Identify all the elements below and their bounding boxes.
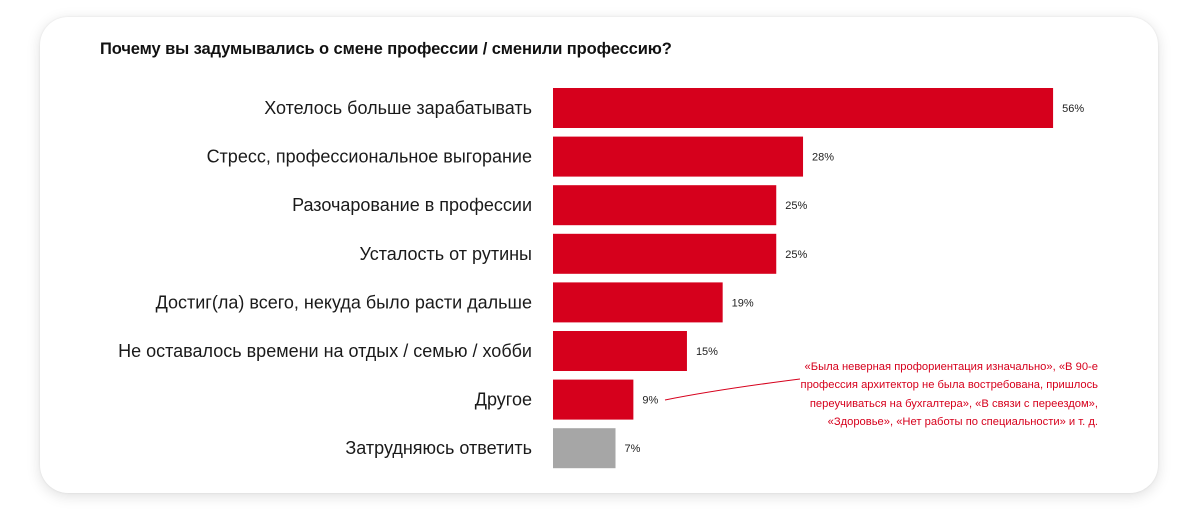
bar <box>553 185 777 226</box>
bar <box>553 428 616 469</box>
chart-title: Почему вы задумывались о смене профессии… <box>100 40 672 58</box>
category-label: Стресс, профессиональное выгорание <box>207 147 532 167</box>
value-label: 25% <box>785 249 807 261</box>
bar <box>553 233 777 274</box>
value-label: 19% <box>732 297 754 309</box>
bar <box>553 282 723 323</box>
category-label: Достиг(ла) всего, некуда было расти даль… <box>156 292 532 312</box>
category-label: Разочарование в профессии <box>292 195 532 215</box>
annotation-note: «Была неверная профориентация изначально… <box>800 361 1098 428</box>
category-label: Хотелось больше зарабатывать <box>264 98 532 118</box>
value-label: 25% <box>785 200 807 212</box>
value-label: 28% <box>812 152 834 164</box>
bar <box>553 88 1054 128</box>
value-label: 9% <box>642 395 658 407</box>
annotation-connector <box>664 378 801 401</box>
bar <box>553 136 804 177</box>
category-label: Затрудняюсь ответить <box>345 438 532 458</box>
value-label: 56% <box>1062 103 1084 115</box>
value-label: 15% <box>696 346 718 358</box>
category-label: Другое <box>475 390 532 410</box>
value-label: 7% <box>625 443 641 455</box>
category-label: Усталость от рутины <box>360 244 532 264</box>
bar <box>553 331 687 371</box>
category-label: Не оставалось времени на отдых / семью /… <box>118 341 532 361</box>
bar <box>553 379 634 420</box>
